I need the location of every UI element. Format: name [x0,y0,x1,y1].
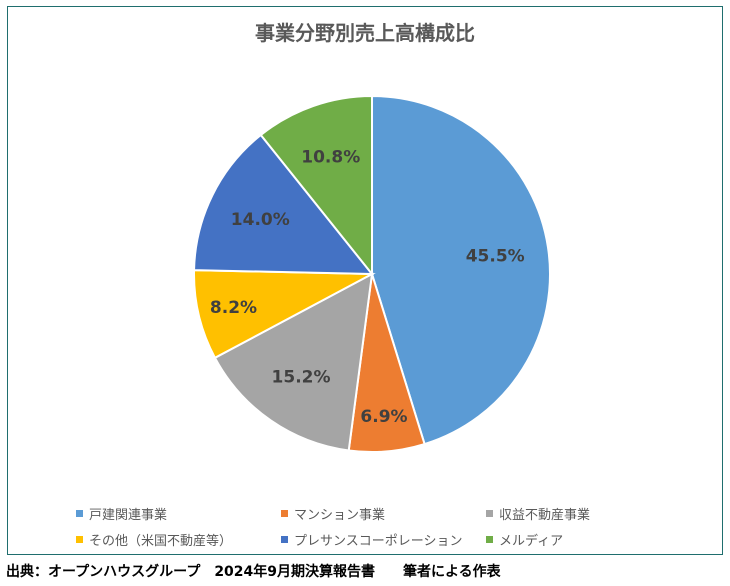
legend-swatch [76,510,83,517]
legend-label: プレサンスコーポレーション [294,534,463,549]
data-label: 10.8% [301,147,360,167]
legend-swatch [281,536,288,543]
pie-slice [193,269,376,360]
data-label: 45.5% [466,246,525,266]
legend-label: マンション事業 [294,508,386,523]
pie-slice [371,94,551,446]
legend-item: マンション事業 [281,504,385,523]
data-label: 8.2% [210,298,257,318]
chart-title: 事業分野別売上高構成比 [255,21,475,45]
pie-slice [193,133,375,276]
chart-area: 事業分野別売上高構成比 45.5% 6.9% 15.2% 8.2% 14.0% 10.8%… [7,6,723,555]
legend-label: 戸建関連事業 [89,508,168,523]
pie-slice [213,272,374,452]
source-note: 出典：オープンハウスグループ 2024年9月期決算報告書 筆者による作表 [6,564,501,580]
pie-slice [259,94,373,277]
legend-item: 戸建関連事業 [76,504,167,523]
legend-item: プレサンスコーポレーション [281,530,462,549]
legend-swatch [281,510,288,517]
legend-item: その他（米国不動産等） [76,530,232,549]
legend-item: メルディア [486,530,563,549]
legend-label: メルディア [499,534,564,549]
legend-label: その他（米国不動産等） [89,534,233,549]
legend-item: 収益不動産事業 [486,504,590,523]
legend-label: 収益不動産事業 [499,508,591,523]
data-label: 6.9% [360,407,407,427]
legend-swatch [486,510,493,517]
data-label: 15.2% [272,367,331,387]
data-label: 14.0% [231,210,290,230]
legend-swatch [76,536,83,543]
legend-swatch [486,536,493,543]
pie-chart: 45.5% 6.9% 15.2% 8.2% 14.0% 10.8% [193,94,551,453]
